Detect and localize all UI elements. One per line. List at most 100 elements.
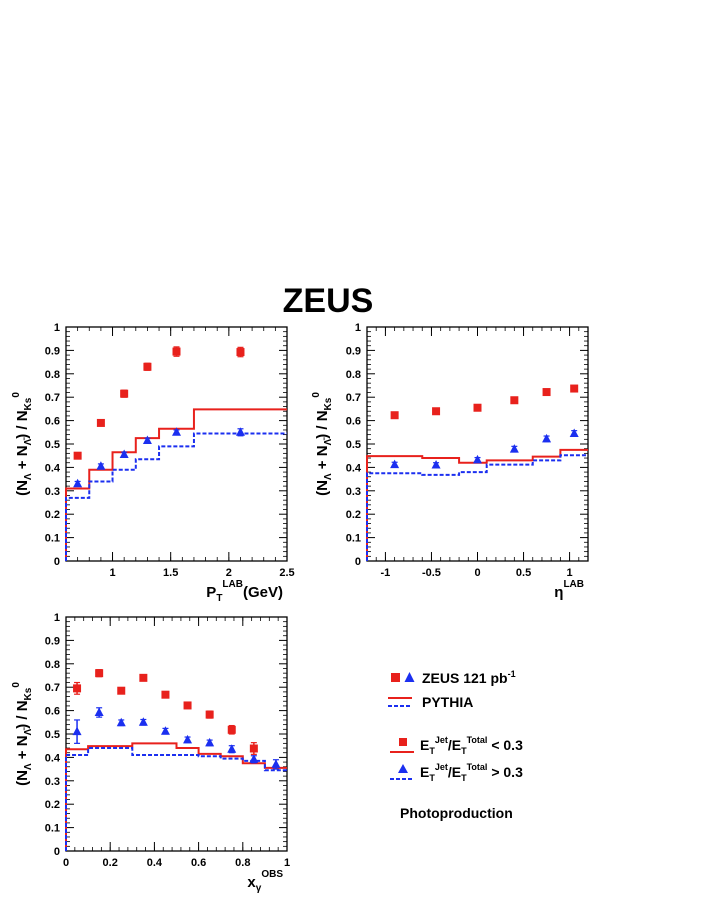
legend-high-marker — [398, 764, 408, 773]
y-tick-label: 0.3 — [45, 486, 60, 498]
data-high-point — [138, 717, 148, 726]
y-tick-label: 1 — [54, 322, 60, 334]
y-axis-label: (NΛ + NΛ̄) / NKs0 — [11, 392, 34, 496]
legend: ZEUS 121 pb-1 PYTHIA ETJet/ETTotal < 0.3… — [388, 669, 523, 821]
y-tick-label: 1 — [355, 322, 361, 334]
frame — [65, 616, 288, 852]
x-tick-label: 2.5 — [279, 567, 294, 579]
x-tick-label: 0.5 — [516, 567, 531, 579]
data-high-point — [116, 717, 126, 727]
y-tick-label: 0.4 — [45, 462, 61, 474]
pythia-low-hist — [366, 448, 588, 561]
legend-mc-label: PYTHIA — [422, 694, 473, 710]
legend-low-marker — [399, 738, 407, 746]
y-tick-label: 0.4 — [346, 462, 362, 474]
data-low-point — [143, 362, 152, 371]
data-low-point — [120, 389, 129, 398]
x-tick-label: 0 — [63, 857, 69, 869]
y-tick-label: 0 — [355, 556, 361, 568]
data-high-point — [390, 459, 400, 469]
y-tick-label: 0.1 — [346, 533, 361, 545]
y-tick-label: 0.6 — [45, 416, 60, 428]
data-high-point — [227, 744, 237, 753]
legend-data-label: ZEUS 121 pb-1 — [422, 669, 516, 686]
y-tick-label: 0.5 — [346, 439, 361, 451]
x-tick-label: -1 — [381, 567, 391, 579]
x-axis-label: xγOBS — [247, 869, 283, 894]
pythia-low-hist — [65, 742, 287, 851]
y-axis-label: (NΛ + NΛ̄) / NKs0 — [311, 392, 334, 496]
frame — [366, 326, 589, 562]
data-low-point — [139, 673, 148, 682]
data-low-point — [73, 684, 82, 693]
x-tick-label: 2 — [226, 567, 232, 579]
legend-data-high-marker — [404, 672, 415, 682]
y-tick-label: 0 — [54, 556, 60, 568]
y-tick-label: 0.7 — [45, 682, 60, 694]
pythia-high-hist — [65, 432, 287, 561]
panel-pt: 0 0.1 0.2 0.3 0.4 0.5 0.6 0.7 0.8 0.9 1 1 1.5 2 2.5 (NΛ… — [11, 322, 295, 604]
y-tick-label: 0.7 — [346, 392, 361, 404]
y-tick-label: 0.9 — [45, 635, 60, 647]
data-high-point — [205, 737, 215, 747]
x-tick-label: 0.8 — [235, 857, 250, 869]
data-low-point — [117, 686, 126, 695]
x-axis-label: ηLAB — [554, 579, 584, 601]
data-low-point — [432, 407, 441, 416]
x-tick-label: 0.6 — [191, 857, 206, 869]
x-tick-label: 1 — [567, 567, 573, 579]
y-tick-label: 0.7 — [45, 392, 60, 404]
y-axis-label: (NΛ + NΛ̄) / NKs0 — [11, 682, 34, 786]
data-low-point — [172, 347, 181, 356]
y-tick-label: 0.3 — [45, 776, 60, 788]
data-high-point — [431, 460, 441, 469]
y-tick-label: 1 — [54, 612, 60, 624]
pythia-low-hist — [65, 408, 287, 561]
legend-high-label: ETJet/ETTotal > 0.3 — [420, 762, 523, 783]
data-low-point — [510, 396, 519, 405]
data-low-point — [73, 451, 82, 460]
y-tick-label: 0.9 — [346, 345, 361, 357]
legend-data-low-marker — [391, 673, 400, 682]
data-high-point — [172, 427, 181, 436]
x-tick-label: 0 — [474, 567, 480, 579]
x-tick-label: 1 — [109, 567, 115, 579]
data-low-point — [570, 384, 579, 393]
frame — [65, 326, 288, 562]
legend-low-label: ETJet/ETTotal < 0.3 — [420, 735, 523, 756]
x-tick-label: -0.5 — [422, 567, 441, 579]
data-low-point — [542, 388, 551, 397]
y-tick-label: 0.8 — [346, 369, 361, 381]
pythia-high-hist — [366, 454, 588, 561]
data-low-point — [249, 744, 258, 753]
x-tick-label: 1.5 — [163, 567, 178, 579]
data-high-point — [119, 449, 129, 459]
panel-xgamma: 0 0.1 0.2 0.3 0.4 0.5 0.6 0.7 0.8 0.9 1 0 0.2 0.4 0.6 0… — [11, 612, 290, 894]
data-low-point — [227, 725, 236, 734]
y-tick-label: 0.6 — [45, 706, 60, 718]
y-tick-label: 0.4 — [45, 752, 61, 764]
data-high-point — [271, 759, 281, 768]
data-high-point — [96, 461, 106, 470]
data-high-point — [183, 734, 193, 744]
y-tick-label: 0.5 — [45, 729, 60, 741]
y-tick-label: 0.9 — [45, 345, 60, 357]
data-low-point — [183, 701, 192, 710]
y-tick-label: 0.2 — [45, 799, 60, 811]
data-high-point — [72, 726, 82, 736]
figure-title: ZEUS — [283, 282, 374, 320]
data-high-point — [569, 428, 579, 437]
x-tick-label: 0.4 — [147, 857, 163, 869]
data-low-point — [96, 418, 105, 427]
data-low-point — [161, 690, 170, 699]
y-tick-label: 0.8 — [45, 369, 60, 381]
data-low-point — [390, 411, 399, 420]
y-tick-label: 0.8 — [45, 659, 60, 671]
data-high-point — [509, 444, 519, 453]
data-high-point — [542, 433, 552, 443]
data-low-point — [473, 403, 482, 412]
panel-eta: 0 0.1 0.2 0.3 0.4 0.5 0.6 0.7 0.8 0.9 1 -1 -0.5 0 0.5 1… — [311, 322, 589, 601]
y-tick-label: 0.6 — [346, 416, 361, 428]
y-tick-label: 0.2 — [346, 509, 361, 521]
